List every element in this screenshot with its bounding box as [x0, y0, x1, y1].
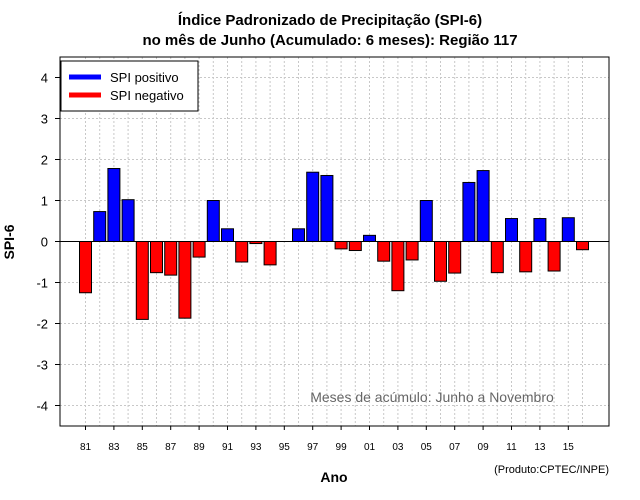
bar-16	[576, 241, 589, 251]
chart-subtitle: no mês de Junho (Acumulado: 6 meses): Re…	[142, 32, 517, 49]
x-tick-label: 01	[364, 442, 376, 453]
x-tick-label: 91	[222, 442, 234, 453]
x-tick-label: 11	[506, 442, 517, 453]
bar-90	[206, 200, 220, 242]
y-tick-label: 1	[41, 194, 48, 209]
bar-99	[334, 241, 348, 250]
bar-94	[263, 241, 277, 266]
accumulation-note: Meses de acúmulo: Junho a Novembro	[310, 389, 554, 405]
y-tick-label: 0	[41, 235, 48, 250]
bar-14	[547, 241, 561, 272]
bars	[79, 168, 589, 320]
x-tick-label: 93	[250, 442, 262, 453]
y-axis-label: SPI-6	[1, 224, 17, 259]
bar-08	[462, 181, 476, 243]
bar-88	[178, 241, 192, 319]
y-tick-label: 4	[41, 71, 48, 86]
x-tick-label: 89	[194, 442, 206, 453]
bar-13	[533, 218, 547, 242]
bar-04	[405, 241, 419, 261]
legend-label-positive: SPI positivo	[110, 70, 179, 85]
x-tick-label: 15	[563, 442, 575, 453]
chart-title: Índice Padronizado de Precipitação (SPI-…	[178, 12, 482, 29]
bar-03	[391, 241, 405, 292]
x-axis-label: Ano	[320, 469, 347, 485]
bar-84	[121, 199, 135, 242]
y-tick-label: -2	[36, 317, 48, 332]
x-tick-label: 81	[80, 442, 92, 453]
bar-96	[292, 228, 305, 242]
bar-89	[192, 241, 206, 258]
x-tick-label: 13	[534, 442, 546, 453]
legend-label-negative: SPI negativo	[110, 88, 184, 103]
x-tick-label: 95	[279, 442, 291, 453]
bar-12	[519, 241, 533, 273]
x-tick-label: 87	[165, 442, 177, 453]
product-credit: (Produto:CPTEC/INPE)	[494, 464, 609, 476]
bar-05	[419, 200, 433, 242]
bar-10	[490, 241, 504, 274]
bar-09	[476, 170, 490, 243]
bar-86	[150, 241, 163, 274]
bar-91	[221, 228, 234, 242]
x-tick-label: 97	[307, 442, 319, 453]
y-axis: -4 -3 -2 -1 0 1 2 3 4	[36, 71, 60, 414]
bar-85	[135, 241, 149, 320]
bar-15	[561, 217, 575, 243]
y-tick-label: -4	[36, 399, 48, 414]
bar-83	[107, 168, 121, 243]
x-tick-label: 05	[421, 442, 433, 453]
bar-01	[363, 234, 376, 243]
bar-82	[93, 211, 107, 243]
bar-98	[320, 174, 334, 243]
bar-87	[164, 241, 178, 276]
y-tick-label: -1	[36, 276, 48, 291]
bar-02	[377, 241, 391, 262]
x-tick-label: 03	[392, 442, 404, 453]
x-tick-label: 83	[108, 442, 120, 453]
x-tick-label: 07	[449, 442, 461, 453]
bar-97	[306, 171, 320, 243]
bar-92	[235, 241, 249, 263]
legend: SPI positivo SPI negativo	[60, 60, 199, 112]
x-axis: 81 83 85 87 89 91 93 95 97 99 01 03 05 07 09 11 13 15	[80, 426, 574, 453]
x-tick-label: 09	[478, 442, 490, 453]
y-tick-label: -3	[36, 358, 48, 373]
bar-81	[79, 241, 92, 294]
bar-00	[348, 241, 362, 252]
legend-box	[60, 60, 199, 112]
x-tick-label: 85	[137, 442, 149, 453]
bar-06	[434, 241, 447, 282]
x-tick-label: 99	[336, 442, 348, 453]
bar-07	[448, 241, 462, 274]
y-tick-label: 2	[41, 153, 48, 168]
y-tick-label: 3	[41, 112, 48, 127]
bar-11	[505, 218, 518, 242]
